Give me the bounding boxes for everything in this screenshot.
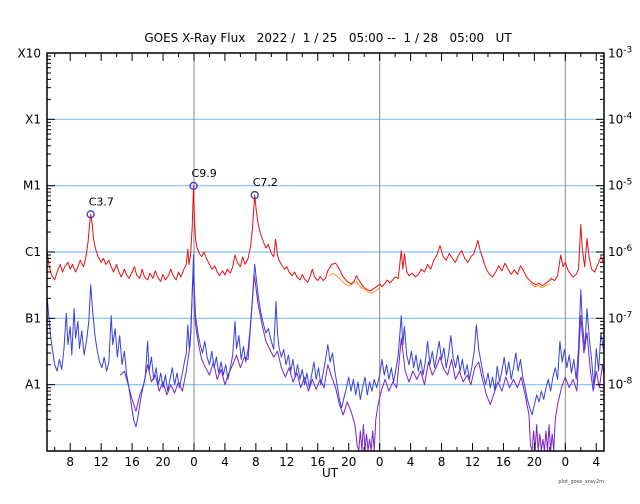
series-short-primary-blue: [46, 254, 605, 428]
y-right-label: 10-3: [608, 46, 632, 61]
x-tick-label: 16: [496, 455, 511, 469]
y-right-label: 10-4: [608, 111, 633, 126]
x-tick-label: 0: [190, 455, 198, 469]
x-tick-label: 8: [252, 455, 260, 469]
plot-footer-code: plot_goes_xray2m: [558, 479, 604, 485]
series-short-secondary-purple: [120, 271, 605, 451]
x-axis-unit-label: UT: [322, 466, 339, 480]
flare-label: C7.2: [253, 176, 278, 189]
x-tick-label: 12: [465, 455, 480, 469]
x-tick-label: 8: [438, 455, 446, 469]
x-tick-label: 4: [407, 455, 415, 469]
x-tick-label: 8: [66, 455, 74, 469]
y-right-label: 10-7: [608, 310, 632, 325]
axis-ticks-layer: [47, 53, 604, 451]
y-left-label: X10: [18, 47, 42, 61]
y-right-label: 10-6: [608, 244, 633, 259]
flare-marker-circle: [250, 190, 259, 200]
gridlines-layer: [47, 118, 604, 386]
axis-labels-layer: 8 12 16 20 0 4 8 12 16 20 0 4 8 12 16 20 0 4 X10 X1 M1 C1 B1 A1…: [18, 46, 633, 470]
flare-label: C3.7: [89, 195, 114, 208]
y-left-label: A1: [25, 378, 41, 392]
series-long-secondary-orange: [328, 272, 381, 294]
x-tick-label: 0: [561, 455, 569, 469]
y-left-label: M1: [23, 179, 41, 193]
x-tick-label: 12: [94, 455, 109, 469]
x-tick-label: 0: [376, 455, 384, 469]
x-tick-label: 20: [527, 455, 542, 469]
flare-marker-circle: [86, 210, 95, 219]
flare-marker-circle: [189, 181, 198, 191]
x-tick-label: 4: [592, 455, 600, 469]
y-right-label: 10-5: [608, 178, 632, 193]
plot-title: GOES X-Ray Flux 2022 / 1 / 25 05:00 -- 1…: [144, 31, 512, 45]
x-tick-label: 20: [155, 455, 170, 469]
flare-markers-layer: C3.7 C9.9 C7.2: [86, 167, 278, 219]
day-boundary-lines: [193, 53, 566, 451]
y-left-label: X1: [25, 112, 41, 126]
x-tick-label: 20: [341, 455, 356, 469]
y-left-label: C1: [25, 245, 41, 259]
x-tick-label: 16: [124, 455, 139, 469]
y-left-label: B1: [25, 311, 41, 325]
series-long-primary-red: [46, 185, 605, 292]
x-tick-label: 16: [310, 455, 325, 469]
x-tick-label: 12: [279, 455, 294, 469]
flare-label: C9.9: [192, 167, 217, 180]
y-right-label: 10-8: [608, 377, 633, 392]
x-tick-label: 4: [221, 455, 229, 469]
series-long-secondary-orange-2: [530, 282, 551, 289]
